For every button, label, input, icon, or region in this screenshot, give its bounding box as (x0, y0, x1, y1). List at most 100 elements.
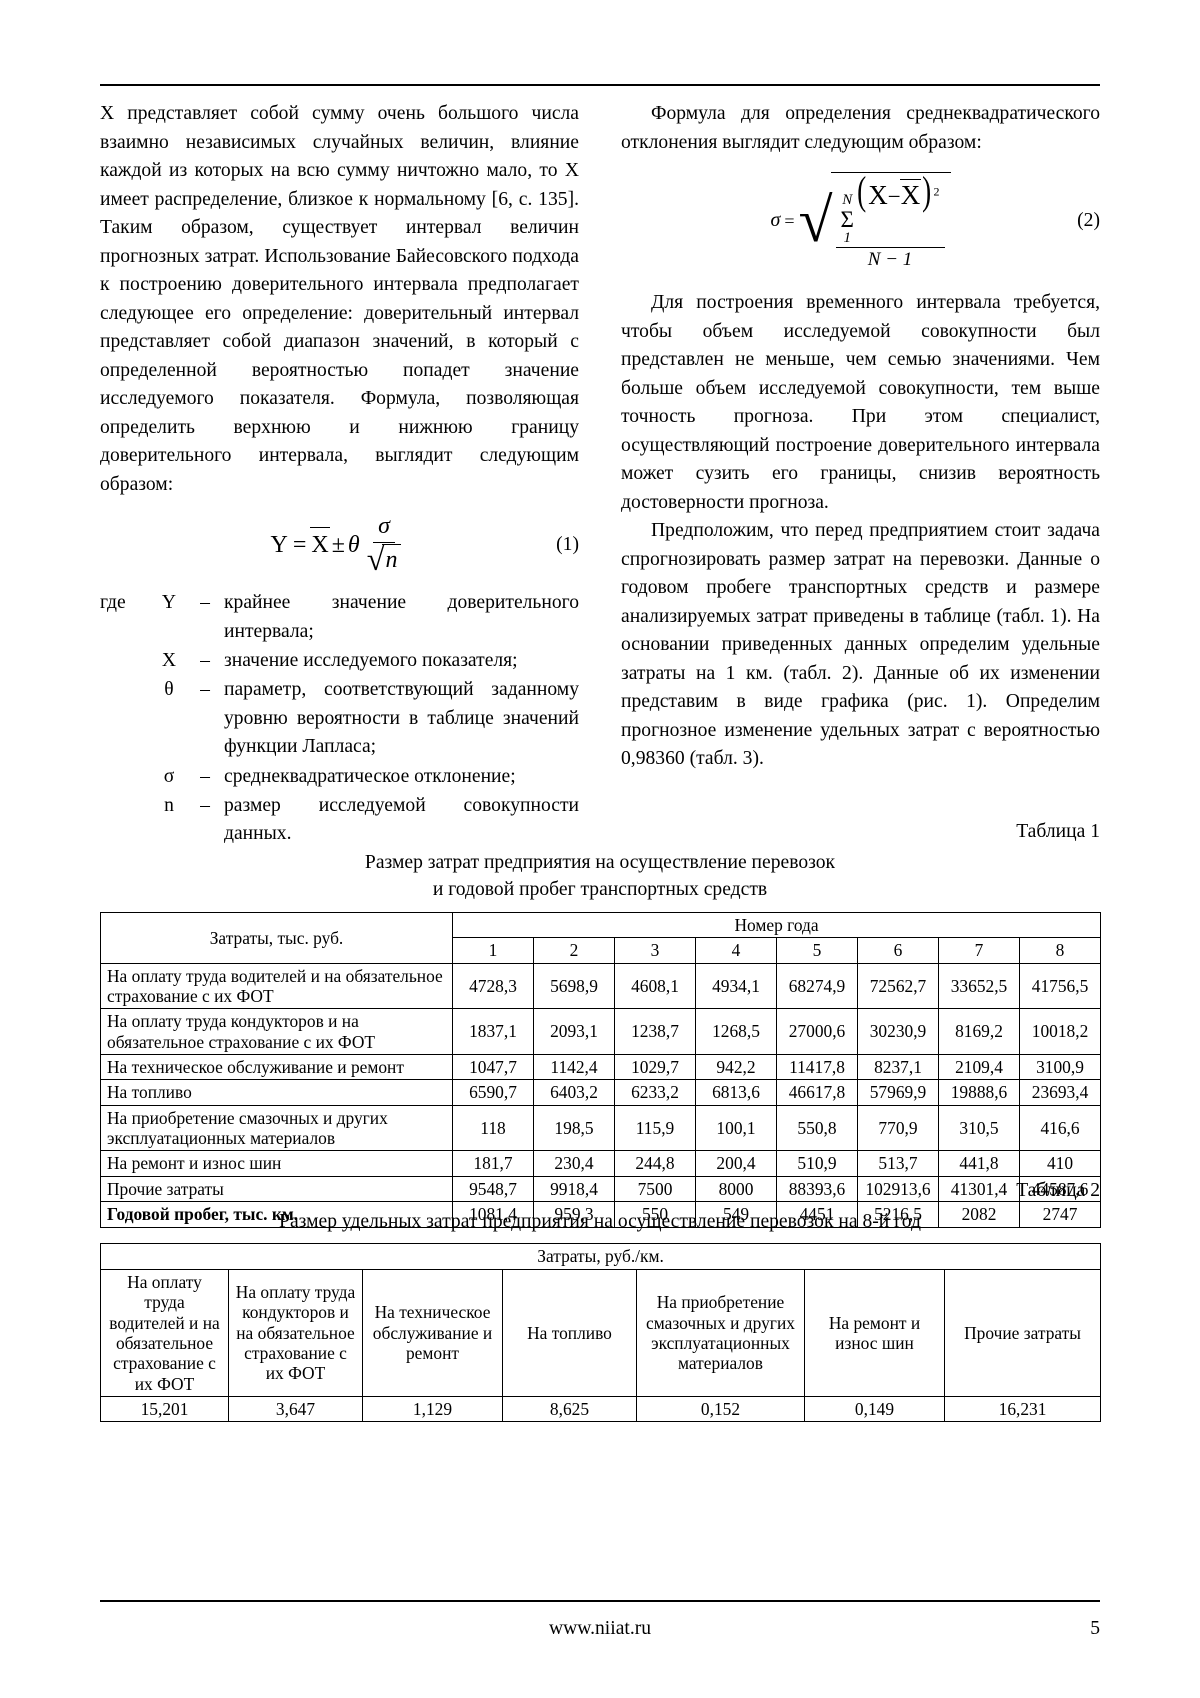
table1-cell: 416,6 (1020, 1105, 1101, 1151)
definition-item-sigma: σ – среднеквадратическое отклонение; (100, 763, 579, 791)
table2-title: Размер удельных затрат предприятия на ос… (100, 1208, 1100, 1235)
table1-head: Затраты, тыс. руб. Номер года 1 2 3 4 5 … (101, 912, 1101, 963)
table1-year-col-8: 8 (1020, 938, 1101, 963)
right-column: Формула для определения среднеквадратиче… (621, 100, 1100, 850)
table1-year-col-6: 6 (858, 938, 939, 963)
table1-cell: 942,2 (696, 1055, 777, 1080)
table2-col-header-4: На топливо (503, 1269, 637, 1396)
definition-symbol: σ (152, 763, 186, 791)
table1-year-col-4: 4 (696, 938, 777, 963)
table-row: На техническое обслуживание и ремонт 104… (101, 1055, 1101, 1080)
formula-1-lhs: Y (271, 528, 288, 563)
table1-group-header: Номер года (453, 912, 1101, 937)
two-column-body: X представляет собой сумму очень большог… (100, 100, 1100, 850)
definition-symbol: Y (152, 589, 186, 617)
table1-cell: 1142,4 (534, 1055, 615, 1080)
definition-text: крайнее значение доверительного интервал… (224, 589, 579, 646)
table2-body: 15,201 3,647 1,129 8,625 0,152 0,149 16,… (101, 1396, 1101, 1421)
table1-cell: 6233,2 (615, 1080, 696, 1105)
formula-1-denominator: n (382, 544, 401, 576)
formula-2-number: (2) (1077, 207, 1100, 236)
table1-cell: 550,8 (777, 1105, 858, 1151)
table2-cell: 3,647 (229, 1396, 363, 1421)
table2-col-header-6: На ремонт и износ шин (805, 1269, 945, 1396)
table1-cell: 118 (453, 1105, 534, 1151)
table1-cell: 513,7 (858, 1151, 939, 1176)
table2: Затраты, руб./км. На оплату труда водите… (100, 1243, 1101, 1422)
table1-label: Таблица 1 (100, 821, 1100, 843)
table1-cell: 115,9 (615, 1105, 696, 1151)
table2-group-header: Затраты, руб./км. (101, 1244, 1101, 1269)
definition-dash: – (186, 589, 224, 617)
sqrt-icon: √ n (367, 544, 402, 576)
table-row: 15,201 3,647 1,129 8,625 0,152 0,149 16,… (101, 1396, 1101, 1421)
table1-year-col-2: 2 (534, 938, 615, 963)
definition-item-theta: θ – параметр, соответствующий заданному … (100, 676, 579, 761)
right-paragraph-3: Предположим, что перед предприятием стои… (621, 517, 1100, 774)
header-rule (100, 84, 1100, 86)
footer-site-url[interactable]: www.niiat.ru (549, 1618, 651, 1640)
definition-item-X: X – значение исследуемого показателя; (100, 647, 579, 675)
table1-cell: 10018,2 (1020, 1009, 1101, 1055)
formula-1-number: (1) (556, 531, 579, 560)
formula-1-equals: = (293, 528, 307, 563)
right-paragraph-1: Формула для определения среднеквадратиче… (621, 100, 1100, 157)
table1-year-col-7: 7 (939, 938, 1020, 963)
definition-symbol: θ (152, 676, 186, 704)
table1-cell: 2109,4 (939, 1055, 1020, 1080)
formula-1-plusminus: ± (332, 528, 345, 563)
table2-cell: 1,129 (363, 1396, 503, 1421)
table1-cell: 57969,9 (858, 1080, 939, 1105)
table1-year-col-1: 1 (453, 938, 534, 963)
formula-1-fraction: σ √ n (362, 513, 407, 577)
table1-cell: 310,5 (939, 1105, 1020, 1151)
formula-1-numerator: σ (373, 513, 395, 543)
table2-cell: 0,149 (805, 1396, 945, 1421)
definition-dash: – (186, 647, 224, 675)
table1-cell: 4728,3 (453, 963, 534, 1009)
table1-cell: 6403,2 (534, 1080, 615, 1105)
table1-cell: 30230,9 (858, 1009, 939, 1055)
table1-cell: 33652,5 (939, 963, 1020, 1009)
formula-2-X: X (868, 180, 888, 210)
formula-2-sigma: σ (770, 206, 780, 235)
table1-cell: 5698,9 (534, 963, 615, 1009)
formula-2-fraction: N Σ 1 (X−X)2 N − 1 (836, 175, 945, 271)
table1-cell: 2093,1 (534, 1009, 615, 1055)
definition-text: значение исследуемого показателя; (224, 647, 579, 675)
table2-head: Затраты, руб./км. На оплату труда водите… (101, 1244, 1101, 1397)
table1-year-col-3: 3 (615, 938, 696, 963)
table1-cell: 1029,7 (615, 1055, 696, 1080)
definition-symbol: n (152, 792, 186, 820)
table1-cell: 1047,7 (453, 1055, 534, 1080)
table1-cell: 1238,7 (615, 1009, 696, 1055)
sqrt-icon: √ N Σ 1 (X−X)2 N − 1 (798, 172, 950, 271)
table1-cell: 4934,1 (696, 963, 777, 1009)
table-row: На приобретение смазочных и других экспл… (101, 1105, 1101, 1151)
table1-cell: 11417,8 (777, 1055, 858, 1080)
table1-block: Таблица 1 Размер затрат предприятия на о… (100, 821, 1100, 1228)
formula-1-denominator-root: √ n (362, 543, 407, 578)
left-column: X представляет собой сумму очень большог… (100, 100, 579, 850)
table1-row-label: На ремонт и износ шин (101, 1151, 453, 1176)
where-label: где (100, 589, 152, 617)
table1-cell: 8237,1 (858, 1055, 939, 1080)
formula-2-equals: = (784, 208, 794, 234)
table2-col-header-7: Прочие затраты (945, 1269, 1101, 1396)
definition-symbol: X (152, 647, 186, 675)
formula-2-numerator: N Σ 1 (X−X)2 (836, 175, 945, 248)
table1-cell: 244,8 (615, 1151, 696, 1176)
paren-open: ( (857, 175, 866, 207)
definition-text: параметр, соответствующий заданному уров… (224, 676, 579, 761)
table1-cell: 8169,2 (939, 1009, 1020, 1055)
sum-lower-limit: 1 (843, 231, 851, 246)
table2-col-header-5: На приобретение смазочных и других экспл… (637, 1269, 805, 1396)
definition-dash: – (186, 792, 224, 820)
definition-dash: – (186, 676, 224, 704)
table1-cell: 198,5 (534, 1105, 615, 1151)
table-row: На ремонт и износ шин 181,7 230,4 244,8 … (101, 1151, 1101, 1176)
table1-cell: 441,8 (939, 1151, 1020, 1176)
table2-col-header-1: На оплату труда водителей и на обязатель… (101, 1269, 229, 1396)
table1-row-label: На приобретение смазочных и других экспл… (101, 1105, 453, 1151)
table2-cell: 8,625 (503, 1396, 637, 1421)
